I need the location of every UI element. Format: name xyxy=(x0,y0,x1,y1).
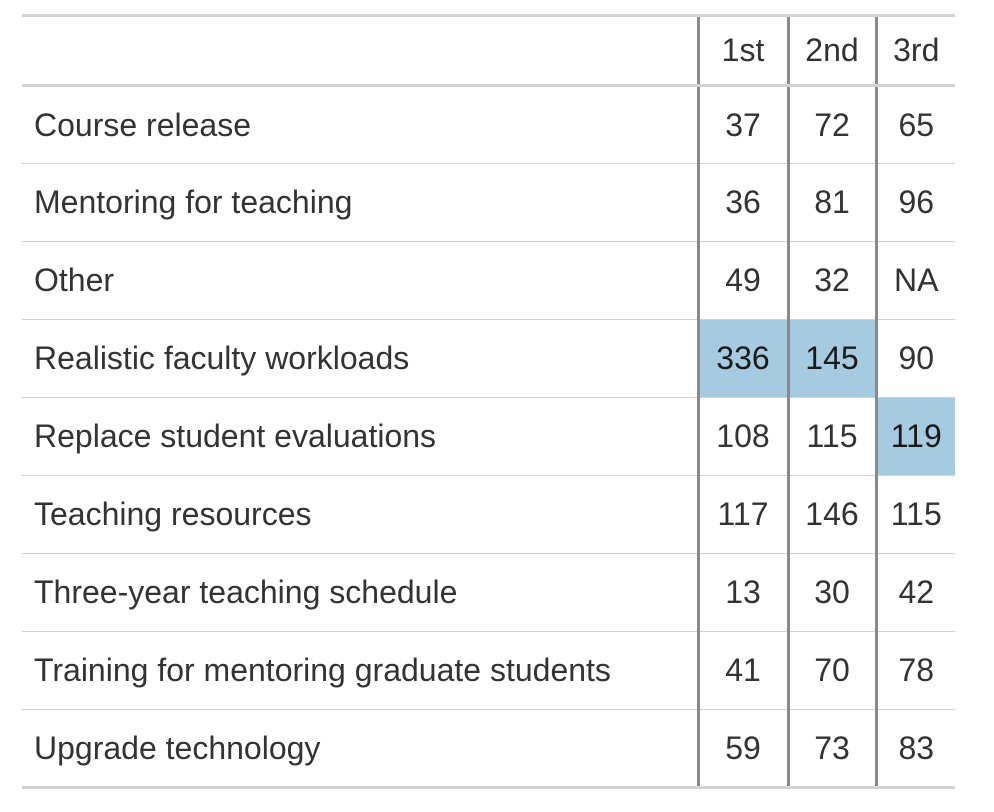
row-label: Replace student evaluations xyxy=(22,397,698,476)
table-row: Realistic faculty workloads 336 145 90 xyxy=(22,319,955,398)
row-label: Training for mentoring graduate students xyxy=(22,631,698,710)
cell-3rd: 65 xyxy=(874,85,955,164)
row-label: Realistic faculty workloads xyxy=(22,319,698,398)
table-row: Three-year teaching schedule 13 30 42 xyxy=(22,553,955,632)
row-label: Mentoring for teaching xyxy=(22,163,698,242)
table-row: Teaching resources 117 146 115 xyxy=(22,475,955,554)
cell-2nd: 72 xyxy=(786,85,876,164)
header-row: 1st 2nd 3rd xyxy=(22,14,955,87)
cell-1st: 49 xyxy=(696,241,788,320)
row-label: Teaching resources xyxy=(22,475,698,554)
cell-1st: 13 xyxy=(696,553,788,632)
cell-3rd: 83 xyxy=(874,709,955,789)
cell-1st: 37 xyxy=(696,85,788,164)
cell-3rd: 119 xyxy=(874,397,955,476)
cell-3rd: 115 xyxy=(874,475,955,554)
header-label-cell xyxy=(22,14,698,87)
header-2nd: 2nd xyxy=(786,14,876,87)
cell-3rd: 78 xyxy=(874,631,955,710)
table-row: Replace student evaluations 108 115 119 xyxy=(22,397,955,476)
header-1st: 1st xyxy=(696,14,788,87)
header-3rd: 3rd xyxy=(874,14,955,87)
cell-2nd: 145 xyxy=(786,319,876,398)
cell-3rd: NA xyxy=(874,241,955,320)
cell-3rd: 90 xyxy=(874,319,955,398)
cell-1st: 336 xyxy=(696,319,788,398)
table-row: Course release 37 72 65 xyxy=(22,85,955,164)
cell-1st: 36 xyxy=(696,163,788,242)
cell-2nd: 30 xyxy=(786,553,876,632)
cell-1st: 117 xyxy=(696,475,788,554)
cell-2nd: 81 xyxy=(786,163,876,242)
cell-3rd: 42 xyxy=(874,553,955,632)
row-label: Other xyxy=(22,241,698,320)
table-row: Mentoring for teaching 36 81 96 xyxy=(22,163,955,242)
cell-3rd: 96 xyxy=(874,163,955,242)
cell-2nd: 73 xyxy=(786,709,876,789)
table-header: 1st 2nd 3rd xyxy=(22,14,955,87)
cell-1st: 41 xyxy=(696,631,788,710)
row-label: Course release xyxy=(22,85,698,164)
table-body: Course release 37 72 65 Mentoring for teachi… xyxy=(22,85,955,789)
cell-1st: 108 xyxy=(696,397,788,476)
row-label: Three-year teaching schedule xyxy=(22,553,698,632)
cell-2nd: 115 xyxy=(786,397,876,476)
cell-2nd: 70 xyxy=(786,631,876,710)
cell-1st: 59 xyxy=(696,709,788,789)
cell-2nd: 146 xyxy=(786,475,876,554)
row-label: Upgrade technology xyxy=(22,709,698,789)
table-row: Training for mentoring graduate students… xyxy=(22,631,955,710)
table-row: Upgrade technology 59 73 83 xyxy=(22,709,955,789)
cell-2nd: 32 xyxy=(786,241,876,320)
table-row: Other 49 32 NA xyxy=(22,241,955,320)
ranking-table: 1st 2nd 3rd Course release 37 72 65 Mentorin… xyxy=(22,14,955,789)
